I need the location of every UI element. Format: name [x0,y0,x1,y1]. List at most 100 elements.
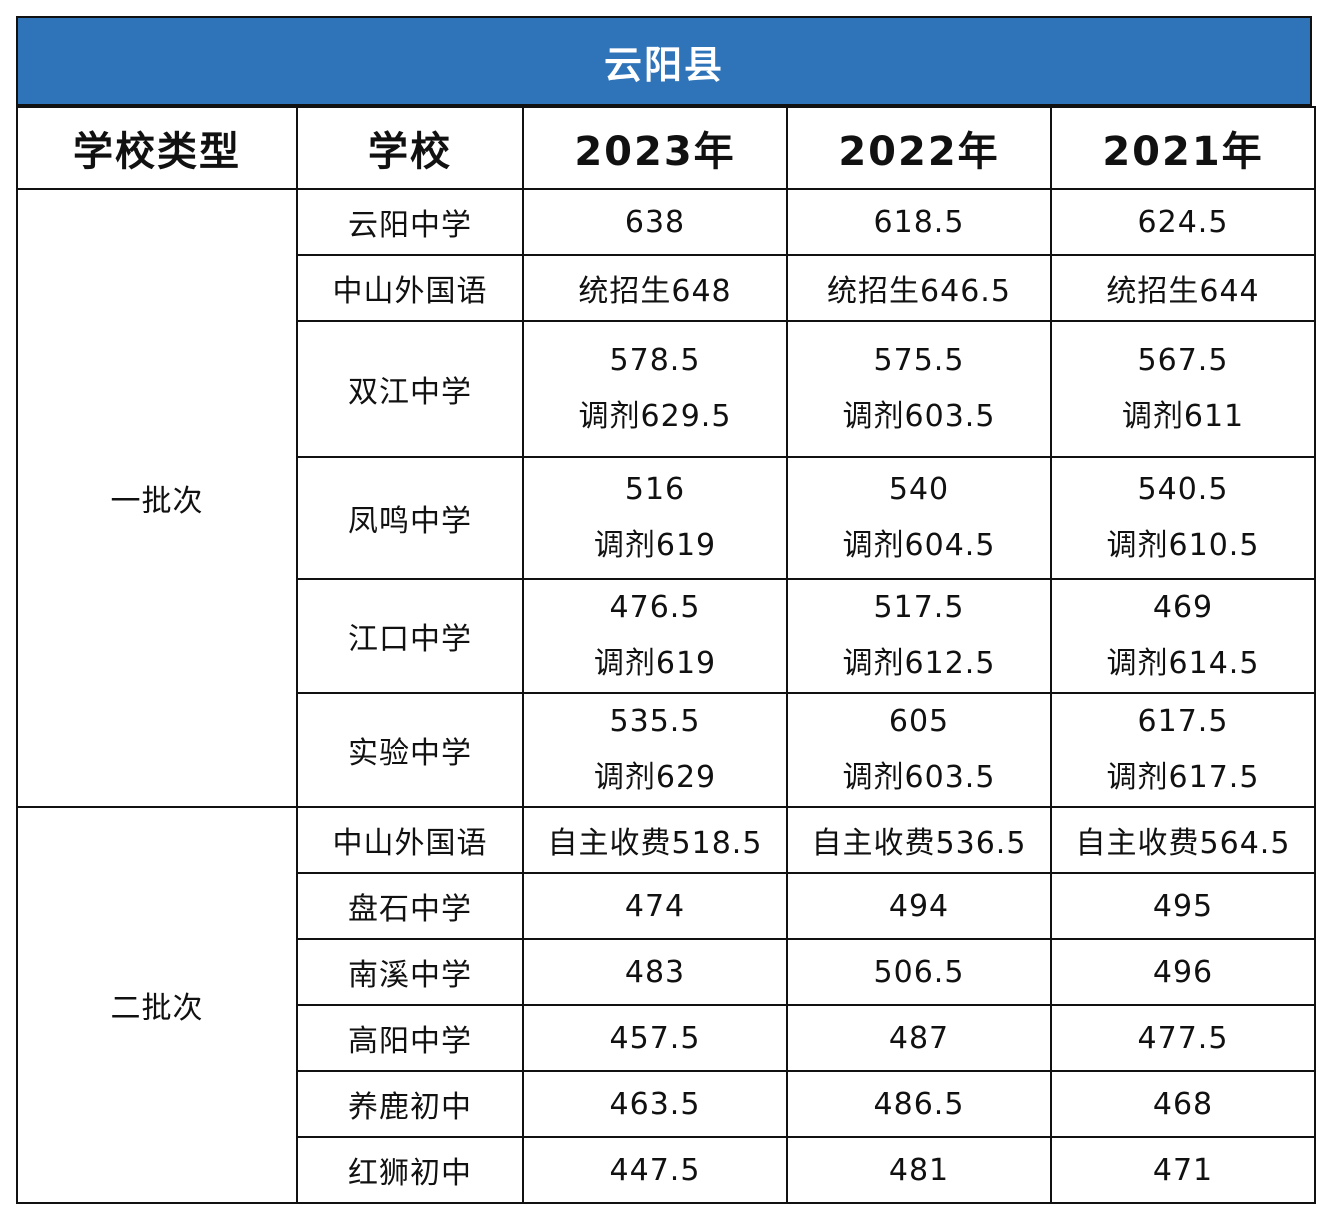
table-row: 中山外国语 统招生648 统招生646.5 统招生644 [17,254,1316,322]
score-value: 624.5 [1137,204,1229,240]
table-row: 盘石中学 474 494 495 [17,872,1316,940]
score-cell-2023: 535.5 调剂629 [522,692,788,808]
score-value: 575.5 [873,343,965,378]
header-row: 学校类型 学校 2023年 2022年 2021年 [16,106,1316,190]
score-value: 638 [624,204,686,240]
school-cell: 红狮初中 [296,1136,524,1204]
score-value: 463.5 [609,1086,701,1122]
score-cell-2022: 517.5 调剂612.5 [786,578,1052,694]
score-value: 统招生646.5 [827,274,1011,309]
school-cell: 江口中学 [296,578,524,694]
score-value: 自主收费536.5 [811,826,1027,861]
score-cell-2023: 483 [522,938,788,1006]
school-cell: 双江中学 [296,320,524,458]
score-value: 517.5 [873,590,965,625]
school-cell: 盘石中学 [296,872,524,940]
table-row: 双江中学 578.5 调剂629.5 575.5 调剂603.5 567.5 调剂611 [17,320,1316,458]
score-cell-2021: 496 [1050,938,1316,1006]
score-value: 调剂612.5 [842,646,996,681]
score-value: 调剂617.5 [1106,760,1260,795]
score-cell-2021: 567.5 调剂611 [1050,320,1316,458]
score-value: 调剂603.5 [842,760,996,795]
score-value: 调剂604.5 [842,528,996,563]
school-cell: 凤鸣中学 [296,456,524,580]
score-cell-2023: 447.5 [522,1136,788,1204]
score-value: 578.5 [609,343,701,378]
score-value: 567.5 [1137,343,1229,378]
score-cell-2022: 506.5 [786,938,1052,1006]
table-row: 养鹿初中 463.5 486.5 468 [17,1070,1316,1138]
score-value: 506.5 [873,954,965,990]
score-cell-2021: 468 [1050,1070,1316,1138]
table-row: 凤鸣中学 516 调剂619 540 调剂604.5 540.5 调剂610.5 [17,456,1316,580]
table-row: 南溪中学 483 506.5 496 [17,938,1316,1006]
score-cell-2023: 463.5 [522,1070,788,1138]
score-value: 调剂614.5 [1106,646,1260,681]
score-table: 学校类型 学校 2023年 2022年 2021年 一批次 云阳中学 638 618.… [16,106,1316,1204]
school-cell: 云阳中学 [296,188,524,256]
score-cell-2022: 575.5 调剂603.5 [786,320,1052,458]
school-cell: 实验中学 [296,692,524,808]
header-2022: 2022年 [786,106,1052,190]
score-cell-2023: 516 调剂619 [522,456,788,580]
score-cell-2023: 457.5 [522,1004,788,1072]
score-cell-2021: 617.5 调剂617.5 [1050,692,1316,808]
score-cell-2021: 540.5 调剂610.5 [1050,456,1316,580]
school-cell: 高阳中学 [296,1004,524,1072]
score-value: 469 [1152,590,1214,625]
score-value: 496 [1152,954,1214,990]
score-cell-2022: 605 调剂603.5 [786,692,1052,808]
score-cell-2022: 自主收费536.5 [786,806,1052,874]
school-cell: 中山外国语 [296,806,524,874]
score-cell-2022: 618.5 [786,188,1052,256]
school-cell: 中山外国语 [296,254,524,322]
score-value: 477.5 [1137,1020,1229,1056]
score-cell-2022: 统招生646.5 [786,254,1052,322]
table-row: 高阳中学 457.5 487 477.5 [17,1004,1316,1072]
score-value: 自主收费564.5 [1075,826,1291,861]
table-row: 江口中学 476.5 调剂619 517.5 调剂612.5 469 调剂614.5 [17,578,1316,694]
table-row: 一批次 云阳中学 638 618.5 624.5 [16,188,1316,808]
score-cell-2022: 481 [786,1136,1052,1204]
table-row: 二批次 中山外国语 自主收费518.5 自主收费536.5 自主收费564.5 [16,806,1316,1204]
score-cell-2023: 自主收费518.5 [522,806,788,874]
category-cell: 一批次 [16,188,298,808]
score-value: 调剂611 [1121,399,1245,434]
score-value: 474 [624,888,686,924]
score-value: 调剂629 [593,760,717,795]
score-value: 447.5 [609,1152,701,1188]
score-value: 统招生644 [1106,274,1260,309]
score-cell-2021: 624.5 [1050,188,1316,256]
score-value: 调剂619 [593,528,717,563]
table-title: 云阳县 [16,16,1312,106]
score-value: 487 [888,1020,950,1056]
score-value: 476.5 [609,590,701,625]
score-value: 618.5 [873,204,965,240]
school-cell: 养鹿初中 [296,1070,524,1138]
score-cell-2023: 638 [522,188,788,256]
score-value: 调剂603.5 [842,399,996,434]
header-school-type: 学校类型 [16,106,298,190]
table-body: 一批次 云阳中学 638 618.5 624.5 中山外国语 统招生648 统招生646.5 统… [16,188,1316,1204]
score-value: 481 [888,1152,950,1188]
score-cell-2021: 统招生644 [1050,254,1316,322]
score-cell-2023: 476.5 调剂619 [522,578,788,694]
score-value: 494 [888,888,950,924]
score-value: 调剂610.5 [1106,528,1260,563]
header-school: 学校 [296,106,524,190]
score-value: 统招生648 [578,274,732,309]
score-value: 540.5 [1137,472,1229,507]
score-value: 605 [888,704,950,739]
table-row: 实验中学 535.5 调剂629 605 调剂603.5 617.5 调剂617.5 [17,692,1316,808]
score-value: 调剂629.5 [578,399,732,434]
score-value: 486.5 [873,1086,965,1122]
header-2023: 2023年 [522,106,788,190]
score-value: 自主收费518.5 [547,826,763,861]
score-value: 535.5 [609,704,701,739]
score-cell-2021: 自主收费564.5 [1050,806,1316,874]
score-value: 468 [1152,1086,1214,1122]
score-cell-2022: 494 [786,872,1052,940]
score-value: 540 [888,472,950,507]
score-cell-2021: 471 [1050,1136,1316,1204]
score-cell-2022: 486.5 [786,1070,1052,1138]
